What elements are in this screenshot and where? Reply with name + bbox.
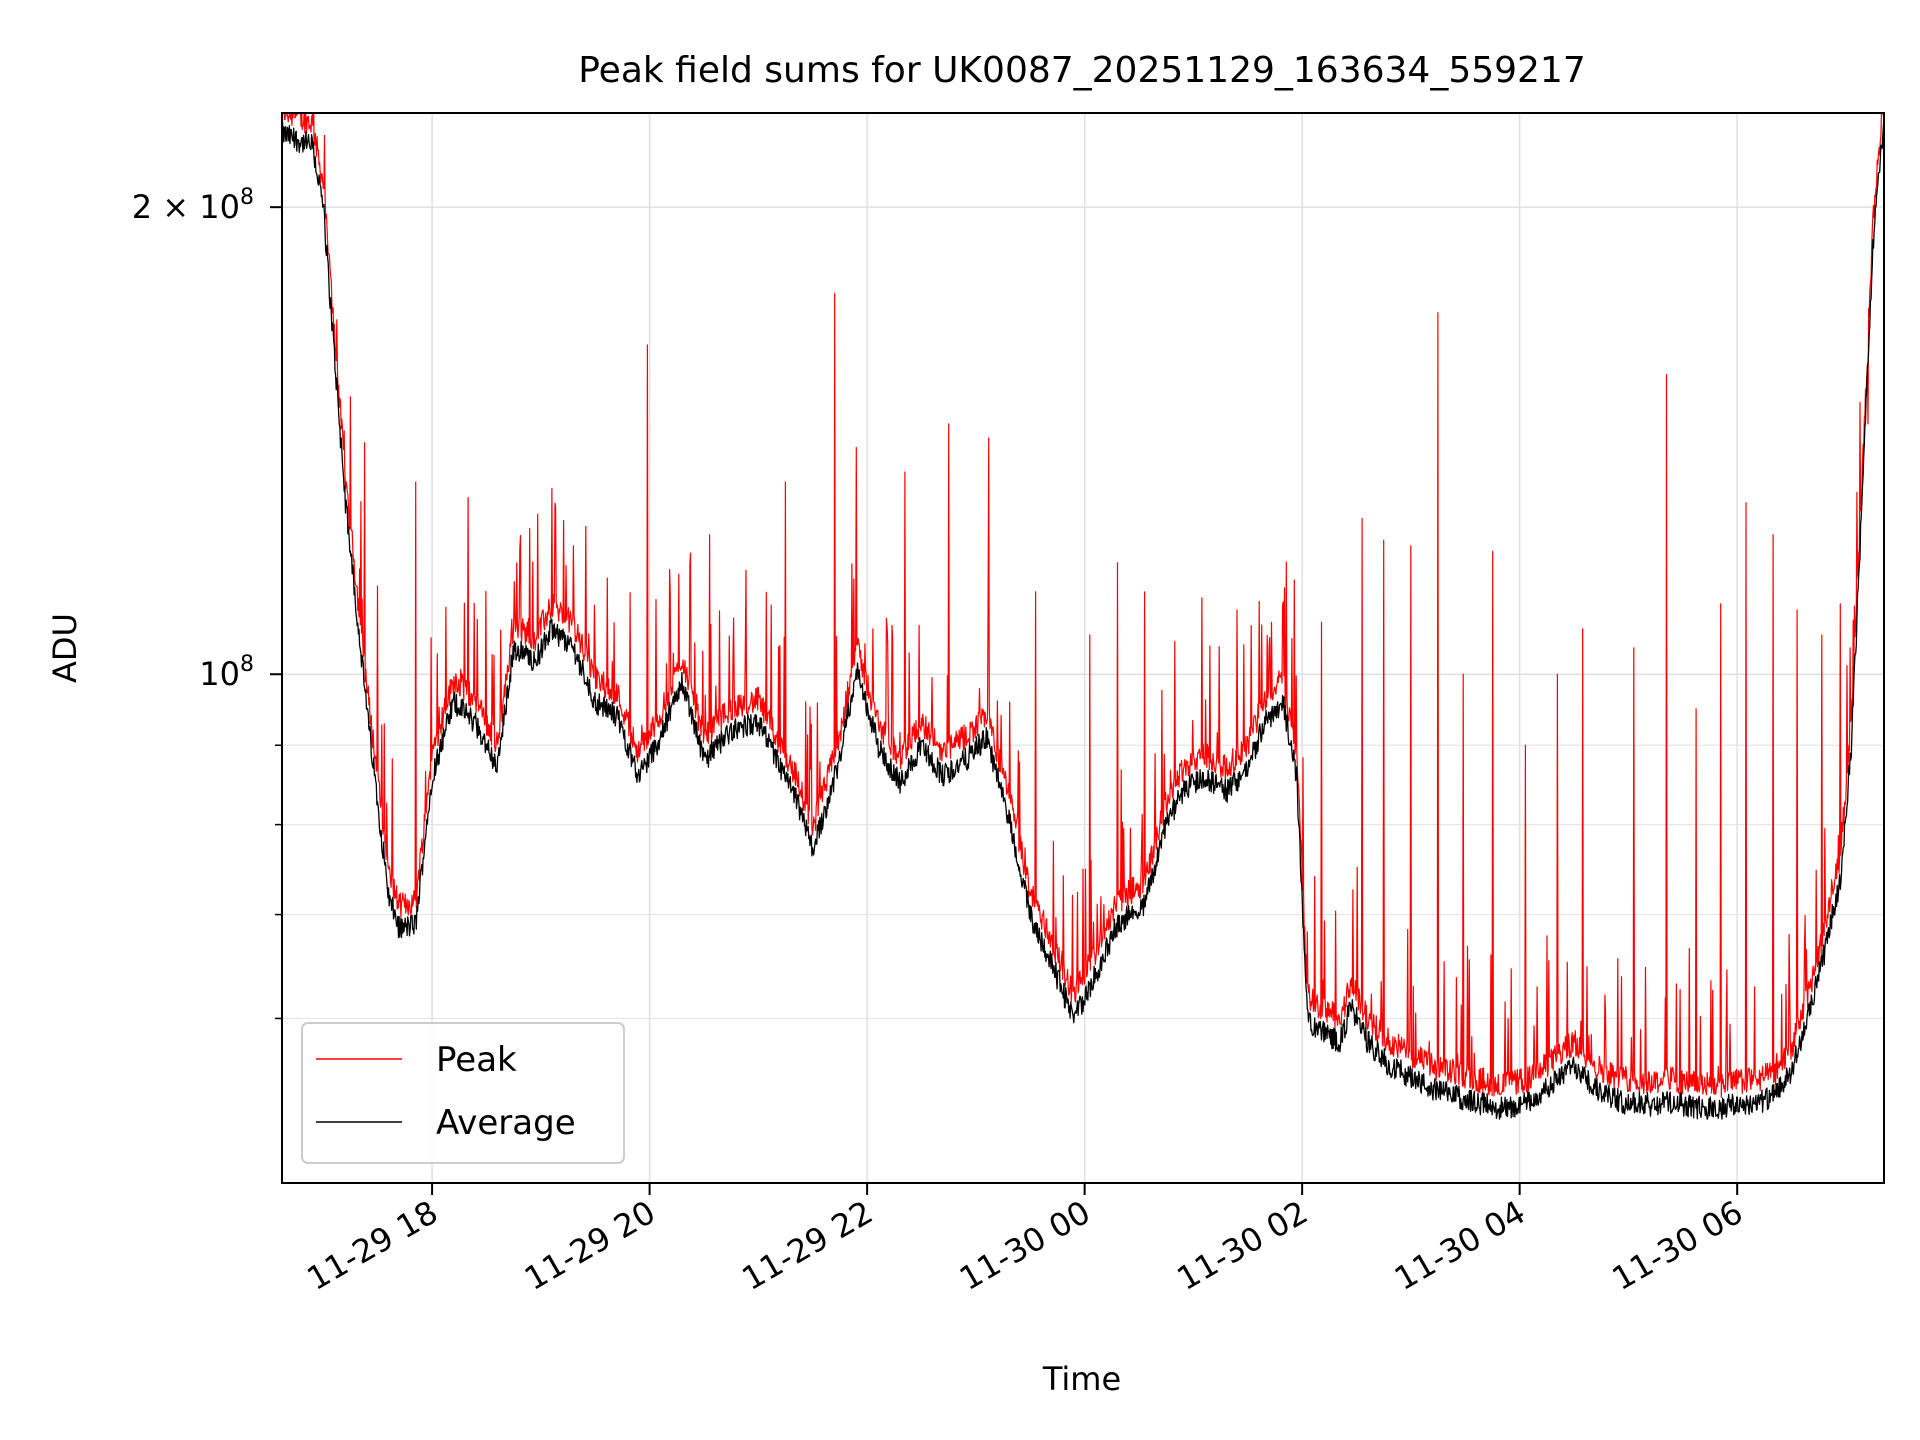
y-tick-label: 2 × 108 [132, 185, 254, 226]
legend-frame [301, 1022, 625, 1164]
x-axis-label: Time [1042, 1360, 1121, 1398]
plot-frame [281, 112, 1885, 1184]
legend: Peak Average [301, 1022, 625, 1164]
legend-label-peak: Peak [436, 1040, 517, 1080]
y-axis-label: ADU [46, 613, 84, 683]
plot-series [282, 113, 1884, 1120]
y-tick-label: 108 [199, 652, 254, 693]
series-line-average [282, 119, 1884, 1120]
chart-title: Peak field sums for UK0087_20251129_1636… [578, 50, 1586, 91]
legend-label-average: Average [436, 1103, 576, 1143]
series-line-peak [282, 113, 1884, 1098]
